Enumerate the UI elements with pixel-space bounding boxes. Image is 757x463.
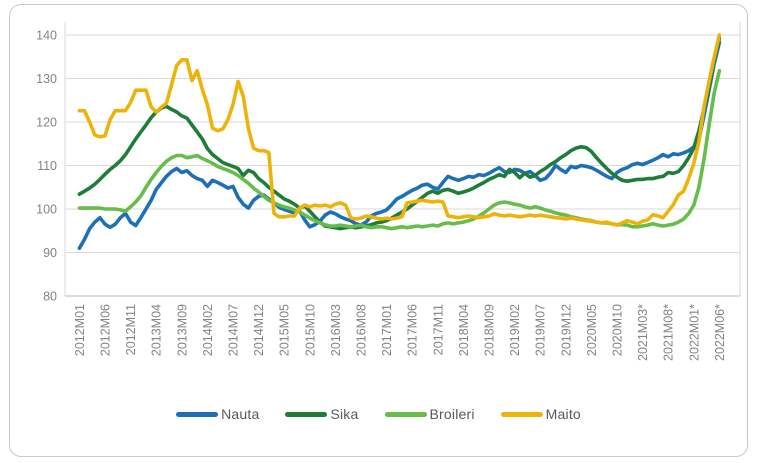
x-axis-label: 2020M10 [611, 304, 625, 356]
y-axis-label: 120 [36, 116, 57, 130]
y-axis-label: 80 [43, 290, 57, 304]
broileri-line-swatch [384, 411, 427, 417]
legend-label-broileri: Broileri [429, 406, 475, 422]
y-axis-label: 90 [43, 246, 57, 260]
legend-item-broileri: Broileri [384, 406, 475, 422]
chart-frame [9, 4, 748, 457]
legend-label-sika: Sika [330, 406, 359, 422]
x-axis-label: 2012M06 [99, 304, 113, 356]
x-axis-label: 2013M04 [150, 304, 164, 356]
sika-line-swatch [285, 411, 328, 417]
x-axis-label: 2012M01 [73, 304, 87, 356]
x-axis-label: 2017M11 [431, 304, 445, 355]
y-axis-label: 140 [36, 29, 57, 43]
legend-label-maito: Maito [545, 406, 581, 422]
x-axis-label: 2014M02 [201, 304, 215, 356]
x-axis-label: 2017M01 [380, 304, 394, 356]
x-axis-label: 2021M03* [636, 304, 650, 361]
x-axis-label: 2013M09 [175, 304, 189, 356]
series-line-broileri [77, 68, 722, 231]
x-axis-label: 2016M08 [355, 304, 369, 356]
legend-item-maito: Maito [500, 406, 581, 422]
x-axis-label: 2018M09 [483, 304, 497, 356]
x-axis-label: 2017M06 [406, 304, 420, 356]
series-line-sika [77, 36, 722, 231]
x-axis-label: 2019M12 [559, 304, 573, 356]
y-axis-label: 110 [37, 159, 57, 173]
x-axis-label: 2019M02 [508, 304, 522, 356]
x-axis-label: 2012M11 [124, 304, 138, 355]
legend-label-nauta: Nauta [221, 406, 260, 422]
x-axis-label: 2021M08* [662, 304, 676, 361]
y-axis-label: 130 [36, 72, 57, 86]
x-axis-label: 2015M05 [278, 304, 292, 356]
x-axis-label: 2020M05 [585, 304, 599, 356]
x-axis-label: 2014M12 [252, 304, 266, 356]
series-line-maito [77, 33, 722, 227]
chart-legend: Nauta Sika Broileri Maito [0, 401, 757, 427]
x-axis-label: 2019M07 [534, 304, 548, 356]
x-axis-label: 2022M06* [713, 304, 727, 361]
y-axis-label: 100 [36, 203, 57, 217]
legend-item-sika: Sika [285, 406, 358, 422]
x-axis-label: 2018M04 [457, 304, 471, 356]
series-line-nauta [77, 40, 722, 250]
maito-line-swatch [500, 411, 543, 417]
x-axis-label: 2016M03 [329, 304, 343, 356]
x-axis-label: 2014M07 [227, 304, 241, 356]
legend-item-nauta: Nauta [176, 406, 259, 422]
x-axis-label: 2015M10 [303, 304, 317, 356]
x-axis-label: 2022M01* [687, 304, 701, 361]
nauta-line-swatch [176, 411, 219, 417]
